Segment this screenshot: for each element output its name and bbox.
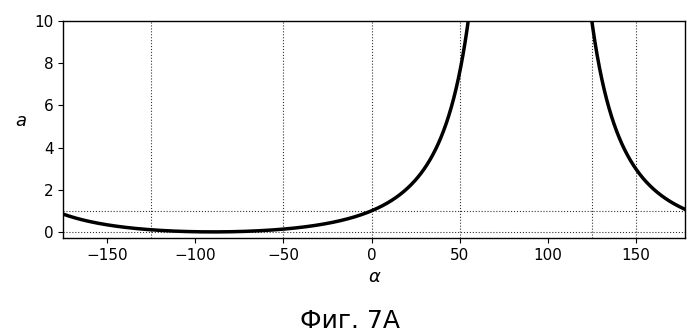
- Y-axis label: a: a: [15, 112, 26, 130]
- X-axis label: α: α: [368, 268, 380, 286]
- Text: Фиг. 7А: Фиг. 7А: [300, 309, 400, 333]
